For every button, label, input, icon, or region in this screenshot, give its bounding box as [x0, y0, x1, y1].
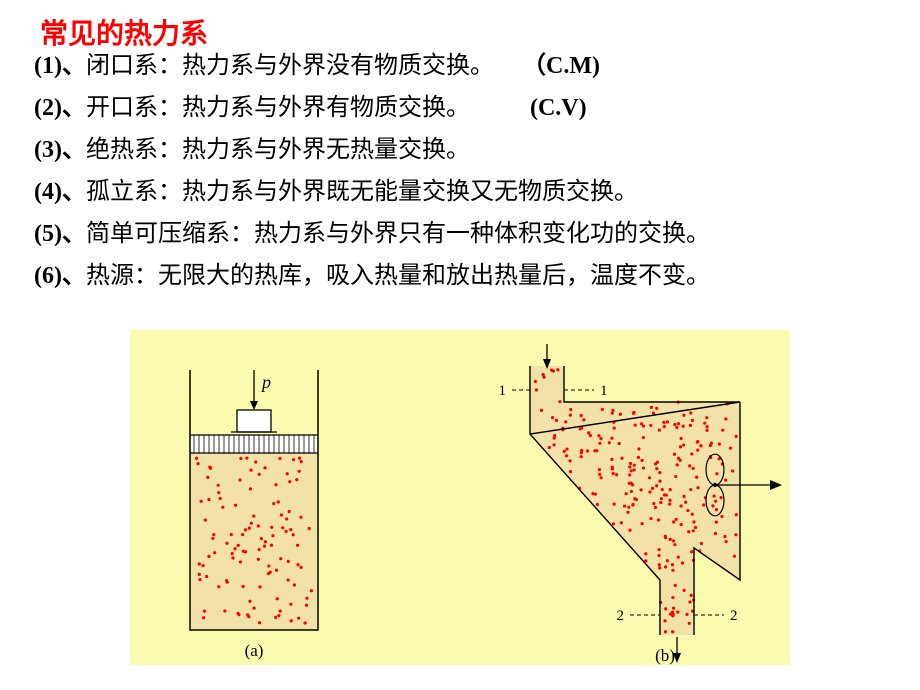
svg-text:p: p	[260, 372, 271, 392]
list-item: (5)、简单可压缩系：热力系与外界只有一种体积变化功的交换。	[34, 222, 710, 246]
svg-text:2: 2	[730, 608, 738, 624]
item-text: 孤立系：热力系与外界既无能量交换又无物质交换。	[86, 179, 638, 205]
list-item: (3)、绝热系：热力系与外界无热量交换。	[34, 138, 710, 162]
item-num: (6)、	[34, 263, 86, 289]
item-text: 闭口系：热力系与外界没有物质交换。	[86, 53, 494, 79]
definition-list: (1)、闭口系：热力系与外界没有物质交换。 （C.M) (2)、开口系：热力系与外…	[34, 54, 710, 306]
item-num: (1)、	[34, 53, 86, 79]
svg-text:(b): (b)	[655, 646, 675, 665]
item-num: (5)、	[34, 221, 86, 247]
diagrams-svg: p (a) 1 1 2 2 (b)	[130, 330, 790, 665]
item-num: (2)、	[34, 95, 86, 121]
list-item: (4)、孤立系：热力系与外界既无能量交换又无物质交换。	[34, 180, 710, 204]
list-item: (6)、热源：无限大的热库，吸入热量和放出热量后，温度不变。	[34, 264, 710, 288]
item-text: 绝热系：热力系与外界无热量交换。	[86, 137, 470, 163]
item-num: (4)、	[34, 179, 86, 205]
item-text: 热源：无限大的热库，吸入热量和放出热量后，温度不变。	[86, 263, 710, 289]
piston-diagram: p (a)	[190, 370, 318, 660]
item-text: 开口系：热力系与外界有物质交换。	[86, 95, 470, 121]
svg-text:1: 1	[600, 383, 608, 399]
figure-panel: p (a) 1 1 2 2 (b)	[130, 330, 790, 665]
item-tag: （C.M)	[522, 54, 600, 78]
list-item: (1)、闭口系：热力系与外界没有物质交换。 （C.M)	[34, 54, 710, 78]
svg-text:1: 1	[499, 383, 507, 399]
svg-text:(a): (a)	[245, 641, 264, 660]
list-item: (2)、开口系：热力系与外界有物质交换。 (C.V)	[34, 96, 710, 120]
svg-text:2: 2	[617, 608, 625, 624]
section-heading: 常见的热力系	[40, 12, 208, 52]
item-tag: (C.V)	[530, 96, 587, 120]
item-text: 简单可压缩系：热力系与外界只有一种体积变化功的交换。	[86, 221, 710, 247]
duct-diagram: 1 1 2 2 (b)	[499, 344, 783, 665]
item-num: (3)、	[34, 137, 86, 163]
